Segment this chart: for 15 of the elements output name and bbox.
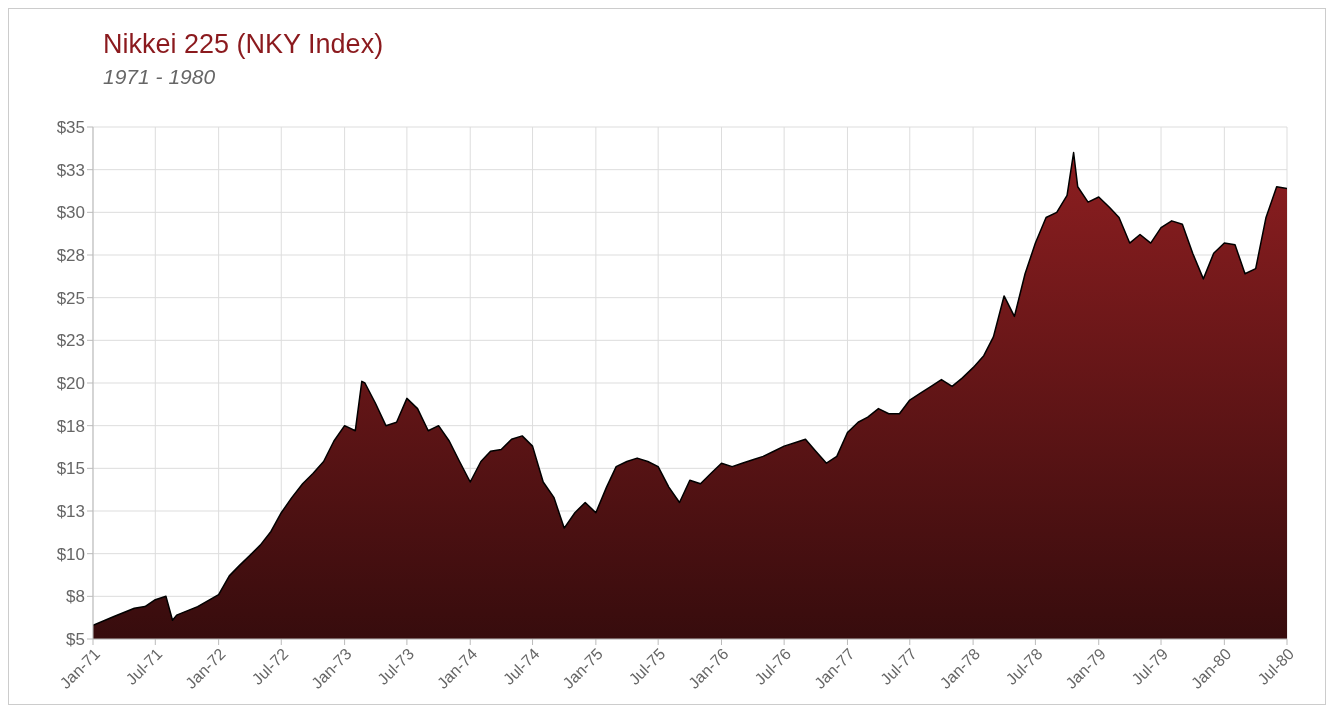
y-tick-label: $20 <box>56 374 85 394</box>
y-tick-label: $13 <box>56 502 85 522</box>
y-tick-label: $5 <box>66 630 85 650</box>
chart-subtitle: 1971 - 1980 <box>103 65 216 89</box>
y-tick-label: $25 <box>56 288 85 308</box>
chart-title: Nikkei 225 (NKY Index) <box>103 29 384 60</box>
y-tick-label: $28 <box>56 246 85 266</box>
y-tick-label: $10 <box>56 544 85 564</box>
y-tick-label: $33 <box>56 160 85 180</box>
y-tick-label: $15 <box>56 459 85 479</box>
y-tick-label: $23 <box>56 331 85 351</box>
y-tick-label: $30 <box>56 203 85 223</box>
y-tick-label: $18 <box>56 416 85 436</box>
y-tick-label: $35 <box>56 118 85 138</box>
y-tick-label: $8 <box>66 587 85 607</box>
